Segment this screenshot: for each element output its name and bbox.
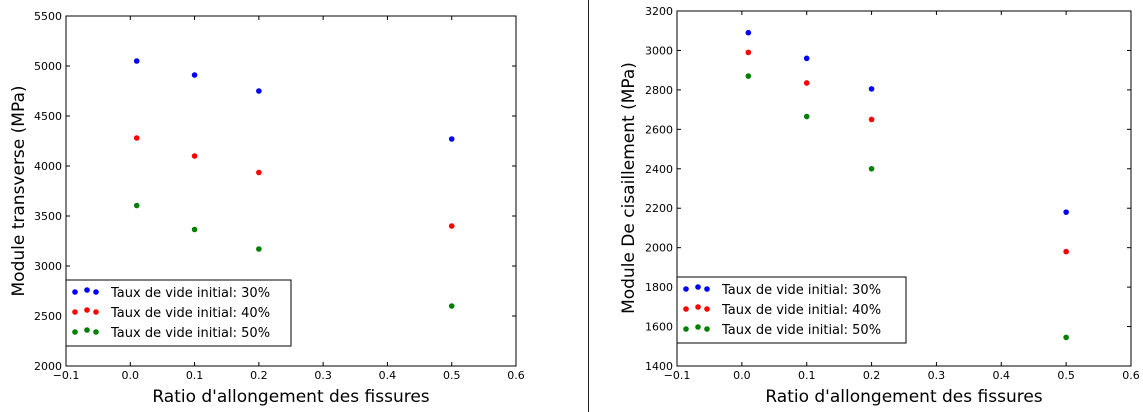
chart-0-legend-label: Taux de vide initial: 30% bbox=[110, 286, 270, 301]
chart-0-legend-marker bbox=[93, 309, 99, 315]
chart-0-series-2-point bbox=[191, 226, 198, 233]
chart-1-y-tick-label: 2400 bbox=[645, 163, 673, 176]
chart-1-series-2-point bbox=[868, 165, 875, 172]
chart-1-legend-marker bbox=[695, 324, 701, 330]
chart-0-y-tick-label: 3500 bbox=[34, 210, 62, 223]
chart-0-legend-marker bbox=[84, 327, 90, 333]
chart-0-y-tick-label: 5500 bbox=[34, 10, 62, 23]
chart-1-x-tick-label: 0.4 bbox=[993, 369, 1011, 382]
chart-1-y-tick-label: 3200 bbox=[645, 5, 673, 18]
chart-1-y-tick-label: 2000 bbox=[645, 242, 673, 255]
chart-0-legend-marker bbox=[84, 287, 90, 293]
chart-1-y-tick-label: 2800 bbox=[645, 84, 673, 97]
chart-1-y-tick-label: 2600 bbox=[645, 123, 673, 136]
chart-1-series-1-point bbox=[1063, 248, 1069, 255]
chart-0-legend-marker bbox=[93, 329, 99, 335]
chart-0-legend-marker bbox=[72, 309, 78, 315]
chart-1-y-tick-label: 1600 bbox=[645, 321, 673, 334]
chart-0-y-tick-label: 2500 bbox=[34, 310, 62, 323]
chart-1-series-1-point bbox=[868, 116, 875, 123]
chart-shear-modulus: −0.1 0.0 0.1 0.2 0.3 0.4 0.5 0.6 1400 1600 1800 200… bbox=[619, 5, 1140, 407]
chart-1-legend-box bbox=[676, 276, 907, 344]
chart-0-legend-label: Taux de vide initial: 50% bbox=[110, 326, 270, 341]
chart-1-series-2-point bbox=[803, 113, 810, 120]
chart-1-x-tick-label: 0.2 bbox=[863, 369, 881, 382]
chart-1-x-tick-label: −0.1 bbox=[664, 369, 691, 382]
chart-0-x-tick-label: 0.3 bbox=[314, 369, 332, 382]
chart-0-series-2-point bbox=[448, 303, 455, 309]
chart-transverse-modulus: −0.1 0.0 0.1 0.2 0.3 0.4 0.5 0.6 2000 2500 3000 350… bbox=[9, 10, 525, 407]
chart-0-series-1-point bbox=[256, 169, 262, 176]
chart-0-legend-marker bbox=[72, 329, 78, 335]
chart-0-x-tick-label: 0.0 bbox=[122, 369, 140, 382]
chart-1-legend-marker bbox=[704, 326, 710, 332]
chart-1-series-0-point bbox=[1063, 209, 1069, 215]
chart-0-legend-marker bbox=[72, 289, 78, 295]
chart-1-x-axis-label: Ratio d'allongement des fissures bbox=[765, 387, 1042, 407]
chart-0-x-tick-label: 0.1 bbox=[186, 369, 204, 382]
chart-0-series-2-point bbox=[256, 246, 262, 252]
chart-1-y-tick-label: 1400 bbox=[645, 360, 673, 373]
chart-1-legend-marker bbox=[704, 306, 710, 312]
chart-1-legend-label: Taux de vide initial: 30% bbox=[721, 283, 881, 298]
chart-1-series-0-point bbox=[803, 55, 810, 62]
chart-1-legend-marker bbox=[683, 306, 689, 312]
chart-0-legend-marker bbox=[84, 307, 90, 313]
chart-0-legend-box bbox=[65, 279, 292, 347]
chart-1-y-tick-label: 1800 bbox=[645, 281, 673, 294]
chart-0-x-tick-label: 0.4 bbox=[379, 369, 397, 382]
chart-0-x-tick-label: 0.5 bbox=[443, 369, 461, 382]
chart-0-series-1-point bbox=[448, 223, 455, 229]
chart-0-x-tick-label: 0.2 bbox=[250, 369, 268, 382]
chart-1-x-tick-label: 0.6 bbox=[1122, 369, 1140, 382]
chart-1-series-1-point bbox=[745, 49, 752, 56]
chart-1-legend-label: Taux de vide initial: 50% bbox=[721, 323, 881, 338]
chart-0-x-axis-label: Ratio d'allongement des fissures bbox=[152, 387, 429, 407]
chart-0-y-tick-label: 2000 bbox=[34, 360, 62, 373]
chart-1-y-axis-label: Module De cisaillement (MPa) bbox=[619, 62, 639, 314]
chart-1-legend-marker bbox=[695, 304, 701, 310]
chart-0-series-1-point bbox=[191, 153, 198, 159]
chart-0-y-tick-label: 4500 bbox=[34, 110, 62, 123]
chart-1-x-tick-label: 0.5 bbox=[1057, 369, 1075, 382]
chart-0-series-0-point bbox=[191, 72, 198, 78]
chart-1-series-0-point bbox=[745, 29, 752, 36]
chart-0-legend-label: Taux de vide initial: 40% bbox=[110, 306, 270, 321]
chart-1-x-tick-label: 0.0 bbox=[733, 369, 751, 382]
chart-0-x-tick-label: −0.1 bbox=[53, 369, 80, 382]
chart-1-y-tick-label: 2200 bbox=[645, 202, 673, 215]
chart-0-legend-marker bbox=[93, 289, 99, 295]
chart-1-legend-marker bbox=[704, 286, 710, 292]
chart-0-series-0-point bbox=[133, 58, 140, 64]
chart-1-legend-marker bbox=[683, 286, 689, 292]
chart-0-y-tick-label: 3000 bbox=[34, 260, 62, 273]
chart-1-legend-label: Taux de vide initial: 40% bbox=[721, 303, 881, 318]
chart-0-series-0-point bbox=[256, 88, 262, 94]
chart-1-x-tick-label: 0.1 bbox=[798, 369, 816, 382]
chart-1-x-tick-label: 0.3 bbox=[928, 369, 946, 382]
chart-1-series-0-point bbox=[868, 86, 875, 92]
chart-1-legend-marker bbox=[683, 326, 689, 332]
chart-1-y-tick-label: 3000 bbox=[645, 44, 673, 57]
chart-1-series-2-point bbox=[1063, 334, 1069, 341]
chart-0-series-1-point bbox=[133, 135, 140, 141]
chart-1-series-1-point bbox=[803, 80, 810, 86]
chart-0-series-0-point bbox=[448, 136, 455, 142]
chart-0-series-2-point bbox=[133, 202, 140, 209]
chart-0-y-tick-label: 5000 bbox=[34, 60, 62, 73]
chart-1-series-2-point bbox=[745, 73, 752, 79]
chart-0-x-tick-label: 0.6 bbox=[507, 369, 525, 382]
chart-0-y-tick-label: 4000 bbox=[34, 160, 62, 173]
panel-divider bbox=[588, 0, 589, 412]
chart-1-legend-marker bbox=[695, 284, 701, 290]
chart-0-y-axis-label: Module transverse (MPa) bbox=[9, 86, 29, 297]
